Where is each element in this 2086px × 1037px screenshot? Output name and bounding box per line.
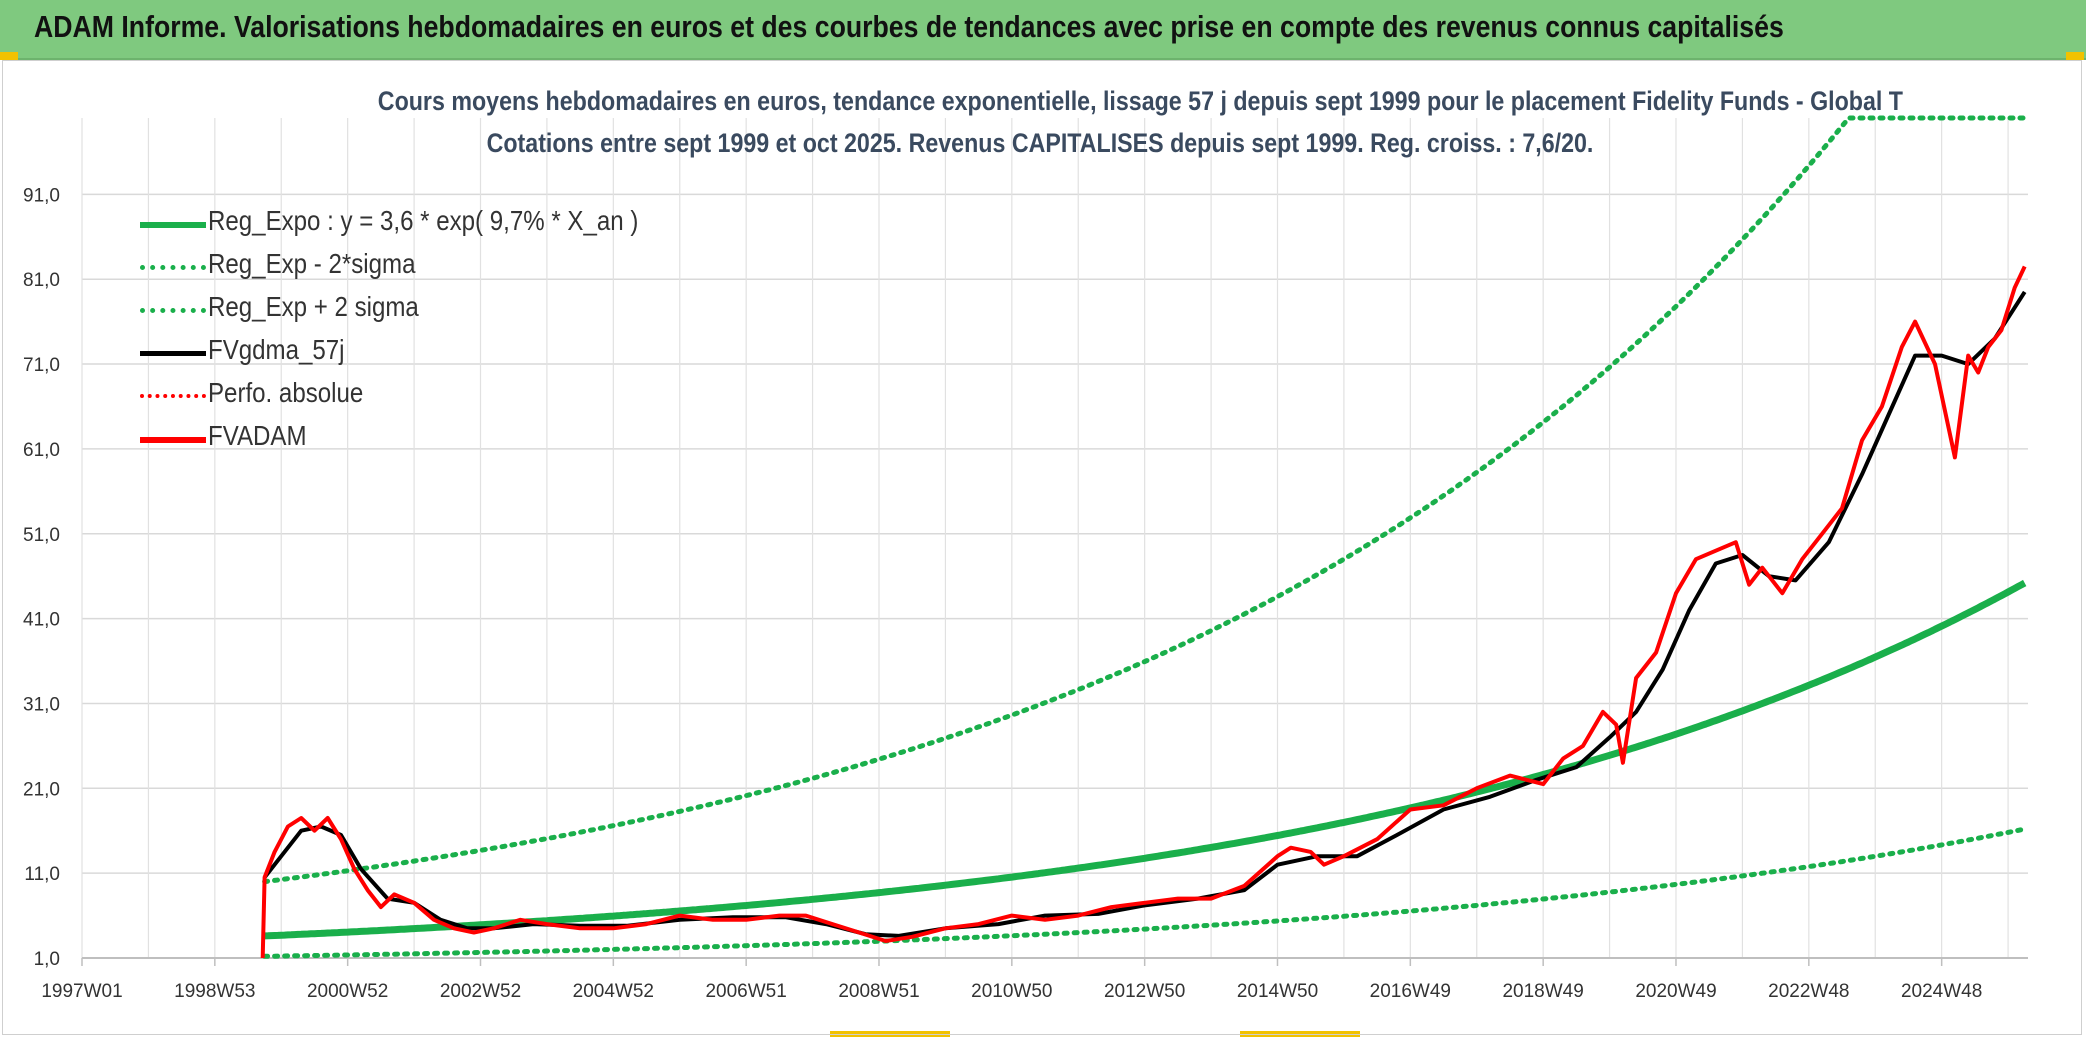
y-tick-label: 11,0 — [24, 864, 60, 885]
x-tick-label: 2000W52 — [307, 981, 388, 1002]
x-tick-label: 2010W50 — [971, 981, 1052, 1002]
legend-swatch-solid-black — [140, 351, 206, 356]
y-tick-label: 71,0 — [23, 355, 60, 376]
corner-mark-left — [0, 52, 18, 60]
legend-label: Reg_Exp - 2*sigma — [208, 248, 416, 279]
y-tick-label: 21,0 — [23, 779, 60, 800]
x-tick-label: 2022W48 — [1768, 981, 1849, 1002]
series-fvadam — [260, 265, 2027, 959]
legend-swatch-dotted-red — [140, 394, 206, 398]
y-tick-label: 61,0 — [23, 440, 60, 461]
x-tick-label: 2002W52 — [440, 981, 521, 1002]
y-tick-label: 41,0 — [23, 610, 60, 631]
x-tick-label: 2012W50 — [1104, 981, 1185, 1002]
y-tick-label: 31,0 — [23, 694, 60, 715]
series-layer — [260, 115, 2028, 959]
legend-label: FVgdma_57j — [208, 334, 345, 365]
y-tick-label: 91,0 — [23, 185, 60, 206]
x-tick-label: 2006W51 — [705, 981, 786, 1002]
x-tick-label: 2014W50 — [1237, 981, 1318, 1002]
legend-swatch-dotted-green — [140, 265, 206, 270]
legend-label: Perfo. absolue — [208, 377, 364, 408]
chart-subtitle: Cotations entre sept 1999 et oct 2025. R… — [486, 128, 1594, 158]
chart-title: Cours moyens hebdomadaires en euros, ten… — [377, 86, 1903, 116]
x-tick-label: 1997W01 — [41, 981, 122, 1002]
x-tick-label: 2016W49 — [1370, 981, 1451, 1002]
corner-mark-right — [2066, 52, 2084, 60]
legend-label: Reg_Expo : y = 3,6 * exp( 9,7% * X_an ) — [208, 205, 639, 236]
x-tick-label: 2004W52 — [573, 981, 654, 1002]
y-tick-label: 1,0 — [34, 949, 60, 970]
banner-title: ADAM Informe. Valorisations hebdomadaire… — [34, 9, 1784, 44]
series-reg-expo — [264, 579, 2027, 940]
legend-label: Reg_Exp + 2 sigma — [208, 291, 419, 322]
x-tick-label: 2024W48 — [1901, 981, 1982, 1002]
chart-frame — [2, 60, 2082, 1035]
legend-swatch-solid-red — [140, 437, 206, 443]
legend-swatch-dotted-green — [140, 308, 206, 313]
x-tick-label: 1998W53 — [174, 981, 255, 1002]
axis-labels: 91,0 81,0 71,0 61,0 51,0 41,0 31,0 21,0 11,0 1,0 1… — [23, 185, 1982, 1002]
legend-swatch-solid-green — [140, 222, 206, 228]
x-tick-label: 2018W49 — [1502, 981, 1583, 1002]
legend-label: FVADAM — [208, 420, 307, 451]
y-tick-label: 51,0 — [23, 525, 60, 546]
header-banner: ADAM Informe. Valorisations hebdomadaire… — [0, 0, 2086, 60]
x-tick-label: 2020W49 — [1635, 981, 1716, 1002]
series-reg-exp-minus-2-sigma — [262, 826, 2028, 959]
series-reg-exp-plus-2-sigma — [262, 115, 2028, 885]
y-tick-label: 81,0 — [23, 270, 60, 291]
x-tick-label: 2008W51 — [838, 981, 919, 1002]
